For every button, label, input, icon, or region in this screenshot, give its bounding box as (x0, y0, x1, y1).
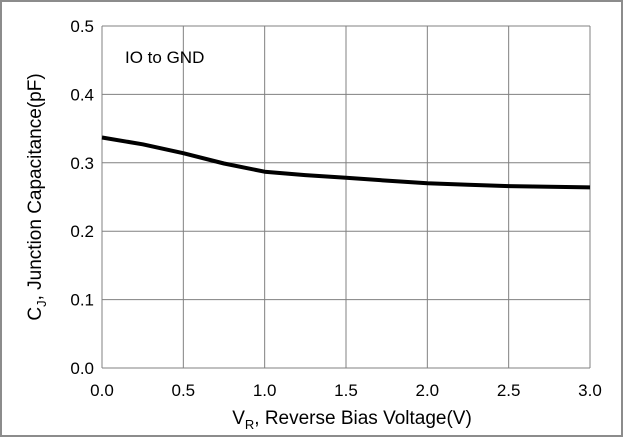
x-tick-labels: 0.0 0.5 1.0 1.5 2.0 2.5 3.0 (90, 381, 602, 400)
y-tick-label: 0.3 (70, 154, 94, 173)
x-tick-label: 0.0 (90, 381, 114, 400)
y-tick-label: 0.1 (70, 291, 94, 310)
y-tick-label: 0.5 (70, 17, 94, 36)
x-axis-title-sub: R (245, 417, 254, 432)
x-axis-title-rest: , Reverse Bias Voltage(V) (254, 408, 472, 429)
x-axis-title: VR, Reverse Bias Voltage(V) (232, 408, 472, 432)
y-axis-title-rest: , Junction Capacitance(pF) (25, 73, 46, 300)
series-layer (101, 135, 591, 190)
x-tick-label: 1.5 (334, 381, 358, 400)
x-axis-title-main: V (232, 408, 245, 429)
y-axis-title: CJ, Junction Capacitance(pF) (25, 73, 49, 320)
x-tick-label: 1.0 (253, 381, 277, 400)
y-axis-title-main: C (25, 307, 46, 321)
x-tick-label: 3.0 (578, 381, 602, 400)
y-tick-label: 0.2 (70, 222, 94, 241)
x-tick-label: 0.5 (172, 381, 196, 400)
grid-lines (101, 25, 591, 369)
annotation-label: IO to GND (125, 48, 204, 67)
x-tick-label: 2.0 (416, 381, 440, 400)
y-tick-label: 0.0 (70, 359, 94, 378)
x-tick-label: 2.5 (497, 381, 521, 400)
y-axis-title-sub: J (34, 300, 49, 307)
y-tick-label: 0.4 (70, 85, 94, 104)
y-tick-labels: 0.0 0.1 0.2 0.3 0.4 0.5 (70, 17, 94, 378)
capacitance-curve (101, 135, 591, 190)
